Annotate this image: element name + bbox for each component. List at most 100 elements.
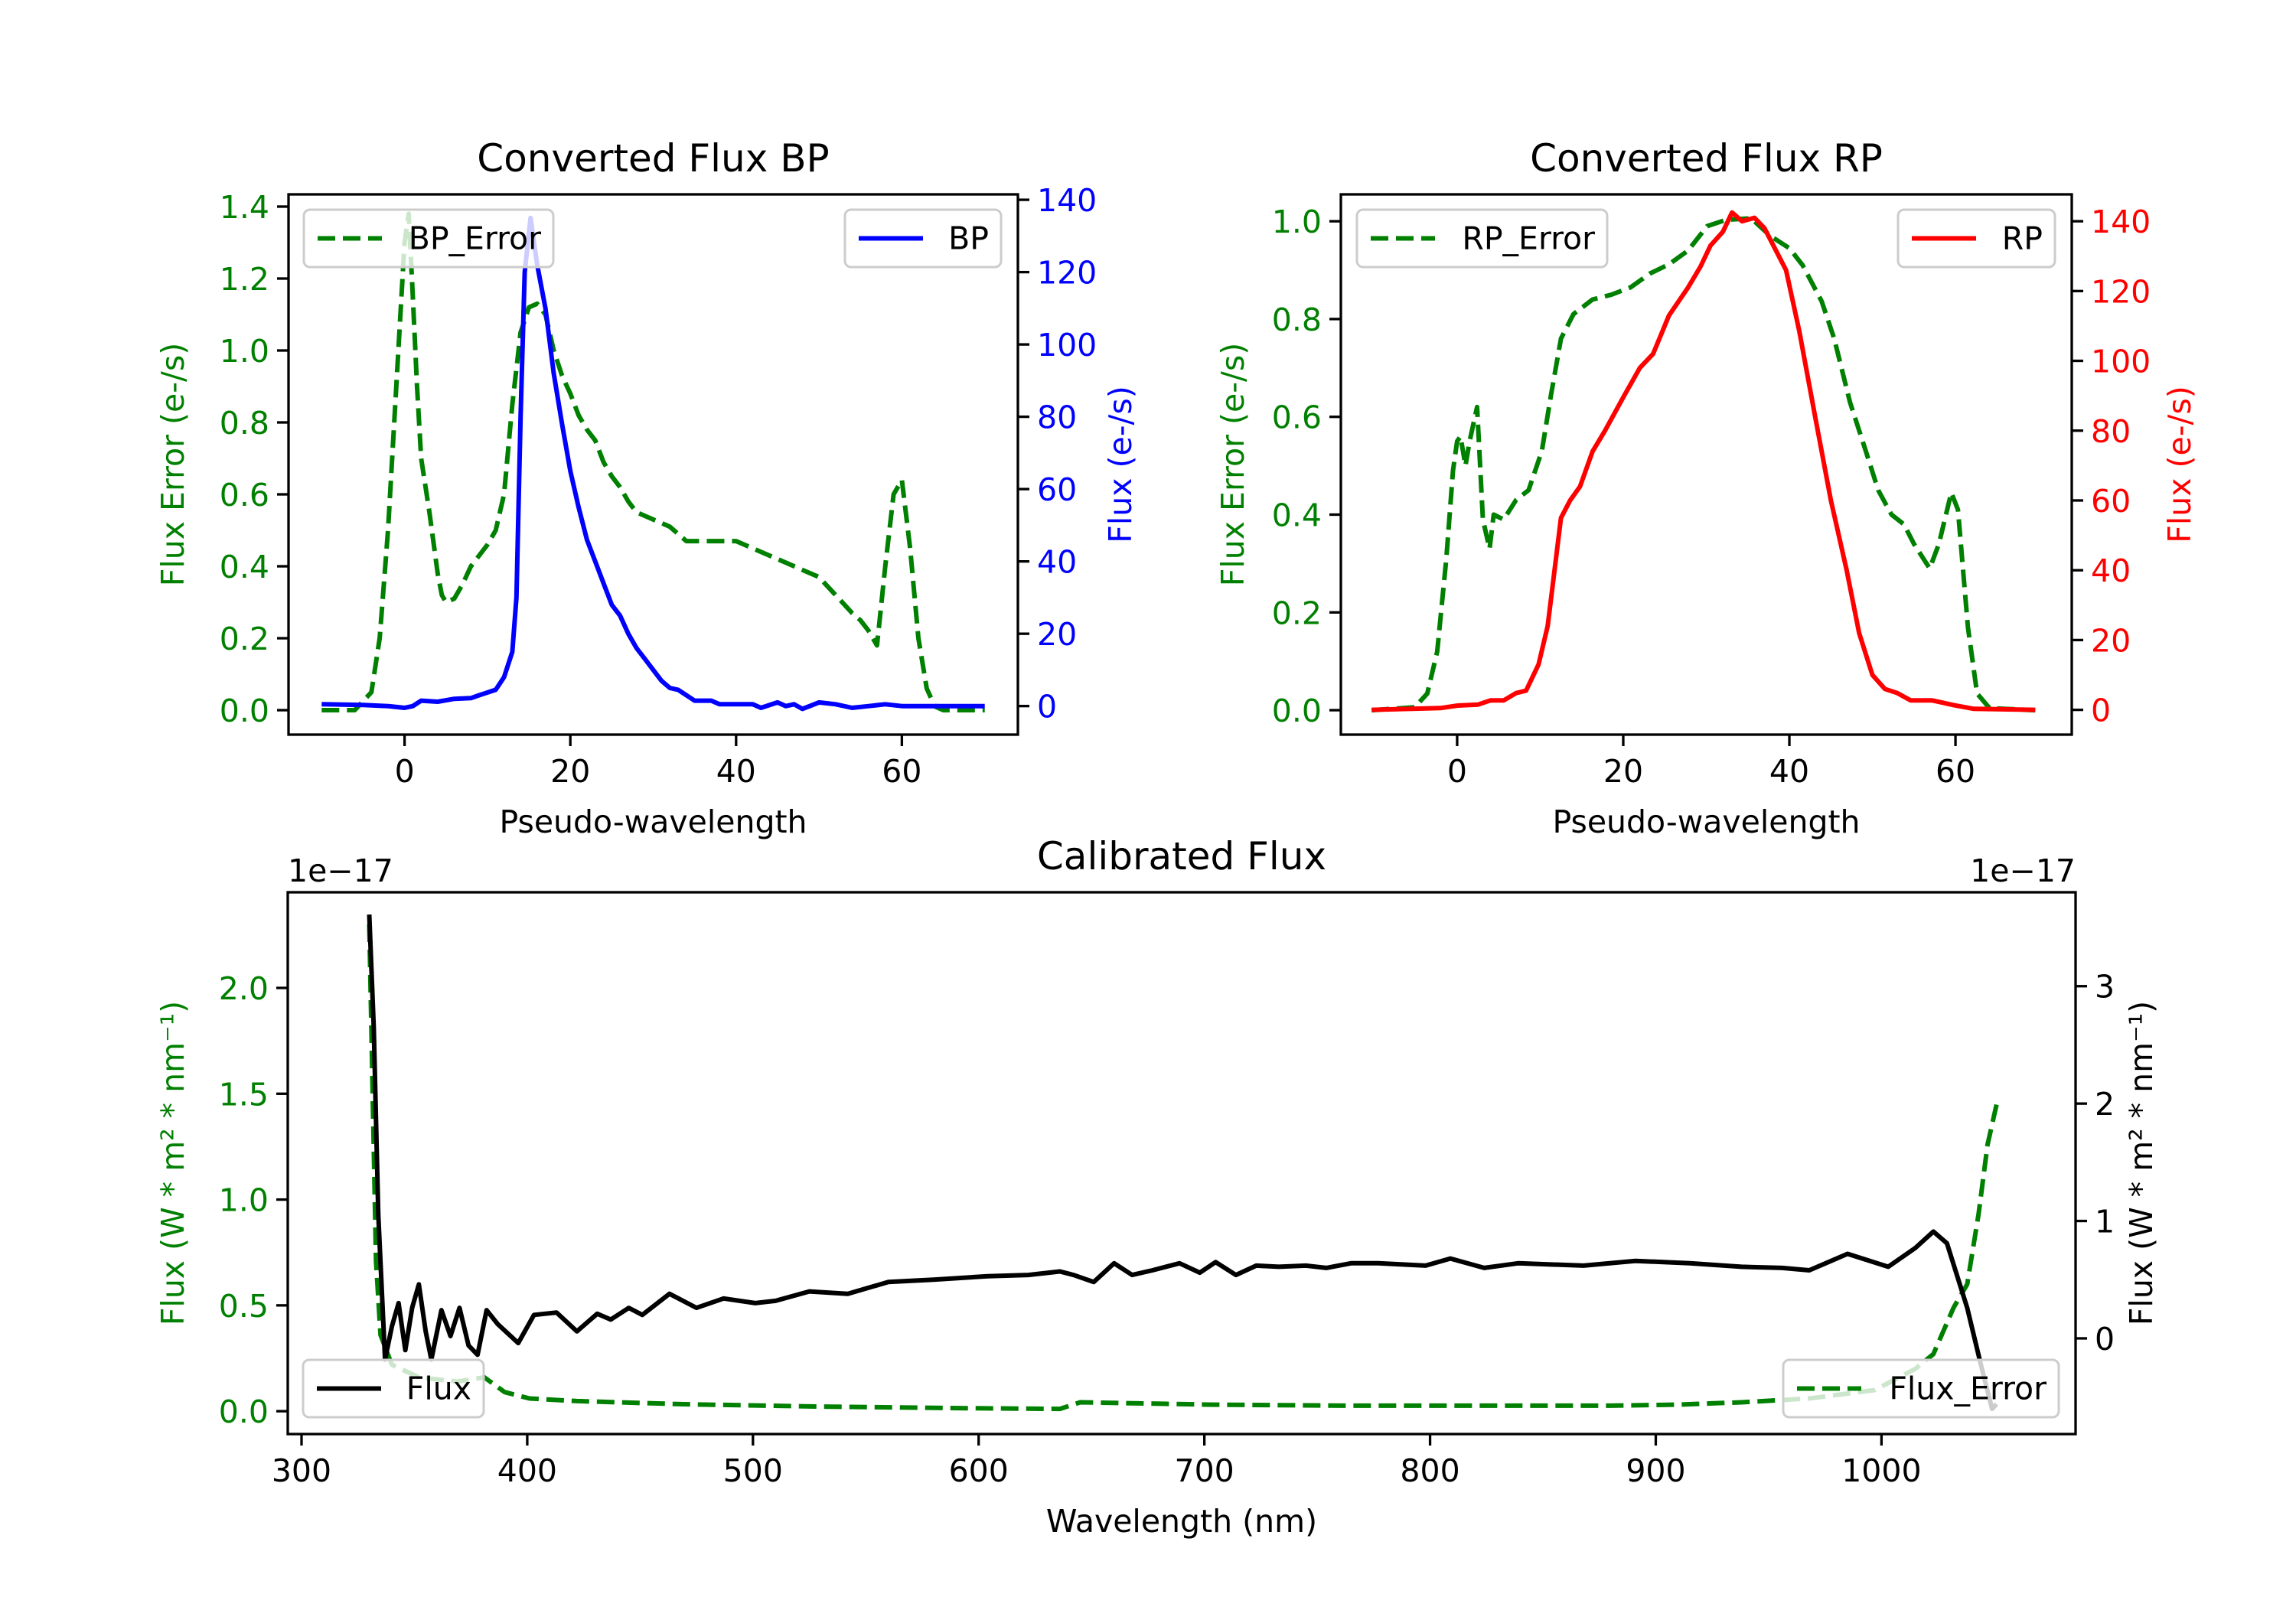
y-right-tick-label: 120 — [1037, 255, 1097, 292]
y-left-tick-label: 0.0 — [220, 693, 269, 729]
y-left-tick-label: 0.2 — [1272, 595, 1322, 631]
x-tick-label: 900 — [1626, 1452, 1685, 1489]
y-left-tick-label: 0.0 — [1272, 693, 1322, 729]
legend-box — [302, 1358, 485, 1419]
y-left-tick-label: 1.0 — [220, 333, 269, 370]
y-left-tick-label: 0.6 — [1272, 399, 1322, 436]
y-right-tick-label: 3 — [2095, 969, 2115, 1006]
x-tick-label: 300 — [272, 1452, 331, 1489]
y-left-tick-label: 1.0 — [1272, 204, 1322, 240]
series-line-rp-error — [1371, 216, 2036, 713]
y-right-axis-label: Flux (W * m² * nm⁻¹) — [2123, 1001, 2160, 1325]
legend-label: Flux — [406, 1371, 471, 1407]
legend-flux-error: Flux_Error — [1782, 1358, 2060, 1419]
y-right-tick-label: 80 — [2091, 413, 2131, 450]
y-right-tick-label: 120 — [2091, 273, 2151, 310]
y-right-axis-label: Flux (e-/s) — [1102, 386, 1139, 543]
y-left-tick-label: 2.0 — [219, 970, 269, 1007]
x-tick-label: 20 — [550, 753, 590, 790]
x-tick-label: 800 — [1400, 1452, 1459, 1489]
legend-rp-error: RP_Error — [1355, 208, 1609, 269]
x-tick-label: 20 — [1603, 753, 1643, 790]
y-left-axis-label: Flux (W * m² * nm⁻¹) — [155, 1001, 191, 1325]
x-tick-label: 0 — [1447, 753, 1467, 790]
x-axis-label: Pseudo-wavelength — [499, 804, 807, 840]
y-left-tick-label: 0.4 — [220, 549, 269, 585]
series-group — [367, 914, 1999, 1412]
series-line-flux — [367, 914, 1998, 1411]
legend-bp-error: BP_Error — [302, 208, 555, 269]
rp-plot: 0 20 40 60 0.0 0.2 0.4 0.6 0.8 1.0 0 20 40 60 80 100 120… — [1215, 136, 2198, 840]
legend-label: RP — [2002, 220, 2043, 257]
y-right-tick-label: 20 — [1037, 616, 1077, 653]
y-left-tick-label: 1.5 — [219, 1076, 269, 1113]
legend-box — [1896, 208, 2056, 269]
legend-box — [1782, 1358, 2060, 1419]
x-tick-label: 40 — [716, 753, 756, 790]
x-tick-label: 60 — [882, 753, 921, 790]
x-tick-label: 60 — [1936, 753, 1975, 790]
legend-box — [1355, 208, 1609, 269]
y-right-tick-label: 60 — [2091, 483, 2131, 520]
legend-bp: BP — [843, 208, 1003, 269]
y-left-tick-label: 0.8 — [1272, 302, 1322, 338]
y-right-tick-label: 2 — [2095, 1086, 2115, 1123]
x-tick-label: 600 — [949, 1452, 1009, 1489]
y-left-tick-label: 0.0 — [219, 1393, 269, 1430]
x-tick-label: 1000 — [1841, 1452, 1921, 1489]
x-axis-label: Pseudo-wavelength — [1552, 804, 1860, 840]
x-tick-label: 400 — [497, 1452, 557, 1489]
x-tick-label: 40 — [1769, 753, 1809, 790]
y-left-tick-label: 0.5 — [219, 1288, 269, 1325]
y-right-tick-label: 0 — [2091, 693, 2111, 729]
series-group — [321, 211, 985, 712]
y-left-tick-label: 1.4 — [220, 189, 269, 226]
legend-label: BP_Error — [409, 220, 541, 257]
series-group — [1371, 210, 2036, 713]
chart-title: Converted Flux RP — [1530, 136, 1883, 181]
legend-label: BP — [948, 220, 989, 257]
y-left-axis-label: Flux Error (e-/s) — [155, 343, 191, 586]
y-left-offset-label: 1e−17 — [288, 852, 393, 889]
legend-label: RP_Error — [1462, 220, 1595, 257]
x-tick-label: 0 — [395, 753, 415, 790]
legend-rp: RP — [1896, 208, 2056, 269]
x-axis-label: Wavelength (nm) — [1046, 1503, 1317, 1540]
y-right-tick-label: 140 — [2091, 204, 2151, 240]
y-left-tick-label: 0.8 — [220, 405, 269, 442]
y-right-tick-label: 80 — [1037, 399, 1077, 436]
y-right-tick-label: 140 — [1037, 182, 1097, 219]
y-left-tick-label: 1.2 — [220, 261, 269, 298]
y-right-tick-label: 40 — [1037, 544, 1077, 581]
y-right-axis-label: Flux (e-/s) — [2161, 386, 2198, 543]
series-line-bp — [321, 215, 985, 712]
y-left-tick-label: 1.0 — [219, 1182, 269, 1219]
y-right-tick-label: 100 — [1037, 327, 1097, 363]
chart-title: Calibrated Flux — [1037, 834, 1326, 878]
legend-flux: Flux — [302, 1358, 485, 1419]
series-line-bp-error — [321, 211, 985, 712]
y-left-tick-label: 0.6 — [220, 477, 269, 513]
y-right-tick-label: 1 — [2095, 1204, 2115, 1240]
y-left-tick-label: 0.2 — [220, 621, 269, 657]
legend-box — [302, 208, 555, 269]
y-right-tick-label: 100 — [2091, 344, 2151, 380]
axes-frame — [1339, 193, 2073, 736]
series-line-rp — [1371, 210, 2036, 712]
calibrated-plot: 300 400 500 600 700 800 900 1000 0.0 0.5 1.0 1.5 2.0… — [155, 834, 2160, 1540]
bp-plot: 0 20 40 60 0.0 0.2 0.4 0.6 0.8 1.0 1.2 1.4 0 20 40 60 80… — [155, 136, 1139, 840]
y-left-axis-label: Flux Error (e-/s) — [1215, 343, 1251, 586]
y-right-tick-label: 60 — [1037, 471, 1077, 508]
y-right-tick-label: 40 — [2091, 553, 2131, 589]
y-right-tick-label: 0 — [2095, 1321, 2115, 1358]
y-left-tick-label: 0.4 — [1272, 497, 1322, 533]
x-tick-label: 500 — [723, 1452, 783, 1489]
x-tick-label: 700 — [1175, 1452, 1234, 1489]
y-right-offset-label: 1e−17 — [1970, 852, 2076, 889]
chart-title: Converted Flux BP — [477, 136, 829, 181]
legend-label: Flux_Error — [1889, 1371, 2047, 1407]
y-right-tick-label: 0 — [1037, 689, 1057, 725]
axes-frame — [287, 193, 1019, 736]
axes-frame — [286, 891, 2077, 1436]
